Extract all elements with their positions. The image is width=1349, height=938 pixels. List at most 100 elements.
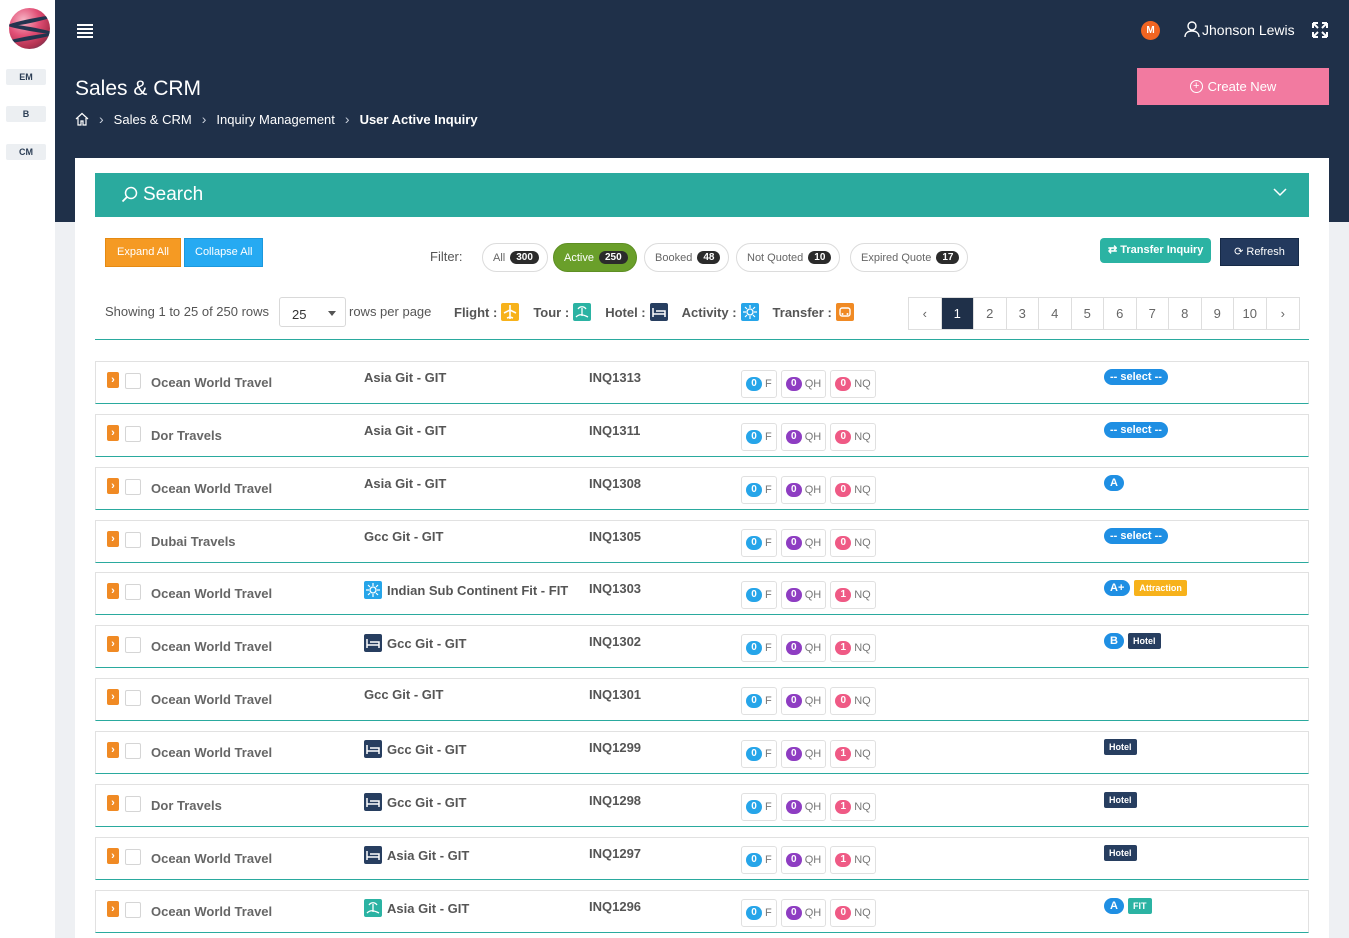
- collapse-all-button[interactable]: Collapse All: [184, 238, 264, 267]
- row-expand-button[interactable]: ›: [107, 425, 119, 441]
- row-expand-button[interactable]: ›: [107, 531, 119, 547]
- inquiry-id[interactable]: INQ1297: [589, 846, 642, 861]
- row-expand-button[interactable]: ›: [107, 689, 119, 705]
- agency-name[interactable]: Ocean World Travel: [151, 639, 273, 654]
- agency-name[interactable]: Ocean World Travel: [151, 375, 273, 390]
- table-row[interactable]: › Ocean World Travel Asia Git - GIT INQ1308…: [95, 467, 1309, 510]
- quote-hold-count-box[interactable]: 0 QH: [780, 687, 827, 715]
- agency-name[interactable]: Dubai Travels: [151, 534, 236, 549]
- inquiry-id[interactable]: INQ1313: [589, 370, 642, 385]
- filter-all[interactable]: All 300: [482, 243, 548, 272]
- row-checkbox[interactable]: [125, 796, 141, 812]
- page-button[interactable]: 9: [1202, 298, 1234, 329]
- page-button[interactable]: 4: [1039, 298, 1072, 329]
- refresh-button[interactable]: ⟳ Refresh: [1220, 238, 1299, 266]
- inquiry-id[interactable]: INQ1305: [589, 529, 642, 544]
- not-quoted-count-box[interactable]: 0 NQ: [830, 476, 876, 504]
- home-icon[interactable]: [75, 112, 89, 126]
- quote-hold-count-box[interactable]: 0 QH: [780, 740, 827, 768]
- row-expand-button[interactable]: ›: [107, 583, 119, 599]
- inquiry-id[interactable]: INQ1296: [589, 899, 642, 914]
- sidebar-item-cm[interactable]: CM: [6, 144, 46, 160]
- row-expand-button[interactable]: ›: [107, 848, 119, 864]
- page-button[interactable]: 6: [1104, 298, 1137, 329]
- row-expand-button[interactable]: ›: [107, 372, 119, 388]
- inquiry-id[interactable]: INQ1302: [589, 634, 642, 649]
- row-expand-button[interactable]: ›: [107, 901, 119, 917]
- page-next-button[interactable]: ›: [1280, 306, 1285, 321]
- breadcrumb-inquiry-management[interactable]: Inquiry Management: [216, 111, 335, 127]
- page-button[interactable]: 7: [1137, 298, 1169, 329]
- row-checkbox[interactable]: [125, 479, 141, 495]
- quote-hold-count-box[interactable]: 0 QH: [780, 634, 827, 662]
- table-row[interactable]: › Ocean World Travel Gcc Git - GIT INQ1299 0…: [95, 731, 1309, 774]
- inquiry-id[interactable]: INQ1298: [589, 793, 642, 808]
- page-button[interactable]: 5: [1072, 298, 1104, 329]
- not-quoted-count-box[interactable]: 1 NQ: [830, 846, 876, 874]
- filter-active[interactable]: Active 250: [553, 243, 637, 272]
- quote-hold-count-box[interactable]: 0 QH: [780, 370, 827, 398]
- not-quoted-count-box[interactable]: 0 NQ: [830, 687, 876, 715]
- filter-booked[interactable]: Booked 48: [644, 243, 730, 272]
- not-quoted-count-box[interactable]: 0 NQ: [830, 529, 876, 557]
- not-quoted-count-box[interactable]: 1 NQ: [830, 634, 876, 662]
- row-checkbox[interactable]: [125, 532, 141, 548]
- inquiry-id[interactable]: INQ1303: [589, 581, 642, 596]
- tag-sel[interactable]: -- select --: [1104, 422, 1168, 438]
- quote-hold-count-box[interactable]: 0 QH: [780, 846, 827, 874]
- tag-sel[interactable]: -- select --: [1104, 528, 1168, 544]
- inquiry-id[interactable]: INQ1301: [589, 687, 642, 702]
- agency-name[interactable]: Ocean World Travel: [151, 851, 273, 866]
- brand-logo-icon[interactable]: [9, 8, 50, 49]
- agency-name[interactable]: Ocean World Travel: [151, 904, 273, 919]
- page-button[interactable]: 3: [1007, 298, 1039, 329]
- table-row[interactable]: › Ocean World Travel Asia Git - GIT INQ1313…: [95, 361, 1309, 404]
- expand-all-button[interactable]: Expand All: [105, 238, 181, 267]
- row-checkbox[interactable]: [125, 743, 141, 759]
- transfer-inquiry-button[interactable]: ⇄ Transfer Inquiry: [1100, 238, 1212, 263]
- create-new-button[interactable]: + Create New: [1137, 68, 1329, 105]
- row-expand-button[interactable]: ›: [107, 636, 119, 652]
- inquiry-id[interactable]: INQ1299: [589, 740, 642, 755]
- page-button[interactable]: 2: [974, 298, 1007, 329]
- sidebar-item-em[interactable]: EM: [6, 69, 46, 85]
- not-quoted-count-box[interactable]: 1 NQ: [830, 740, 876, 768]
- table-row[interactable]: › Ocean World Travel Gcc Git - GIT INQ1301 0…: [95, 678, 1309, 721]
- quote-hold-count-box[interactable]: 0 QH: [780, 476, 827, 504]
- not-quoted-count-box[interactable]: 0 NQ: [830, 370, 876, 398]
- filter-expired-quote[interactable]: Expired Quote 17: [850, 243, 969, 272]
- chevron-down-icon[interactable]: [1273, 185, 1287, 199]
- rows-per-page-select[interactable]: 25: [279, 297, 346, 327]
- page-button[interactable]: 10: [1234, 298, 1267, 329]
- not-quoted-count-box[interactable]: 0 NQ: [830, 899, 876, 927]
- quote-hold-count-box[interactable]: 0 QH: [780, 423, 827, 451]
- agency-name[interactable]: Ocean World Travel: [151, 745, 273, 760]
- row-checkbox[interactable]: [125, 373, 141, 389]
- sidebar-item-b[interactable]: B: [6, 106, 46, 122]
- notification-avatar[interactable]: M: [1141, 21, 1160, 40]
- row-checkbox[interactable]: [125, 690, 141, 706]
- not-quoted-count-box[interactable]: 1 NQ: [830, 581, 876, 609]
- fullscreen-icon[interactable]: [1312, 22, 1328, 38]
- page-button[interactable]: 1: [941, 298, 974, 329]
- quote-hold-count-box[interactable]: 0 QH: [780, 793, 827, 821]
- table-row[interactable]: › Ocean World Travel Gcc Git - GIT INQ1302 0…: [95, 625, 1309, 668]
- row-checkbox[interactable]: [125, 637, 141, 653]
- quote-hold-count-box[interactable]: 0 QH: [780, 529, 827, 557]
- quote-hold-count-box[interactable]: 0 QH: [780, 899, 827, 927]
- row-expand-button[interactable]: ›: [107, 742, 119, 758]
- row-checkbox[interactable]: [125, 849, 141, 865]
- agency-name[interactable]: Dor Travels: [151, 428, 222, 443]
- row-checkbox[interactable]: [125, 426, 141, 442]
- user-name[interactable]: Jhonson Lewis: [1202, 22, 1295, 38]
- tag-sel[interactable]: -- select --: [1104, 369, 1168, 385]
- table-row[interactable]: › Ocean World Travel Indian Sub Continent …: [95, 572, 1309, 615]
